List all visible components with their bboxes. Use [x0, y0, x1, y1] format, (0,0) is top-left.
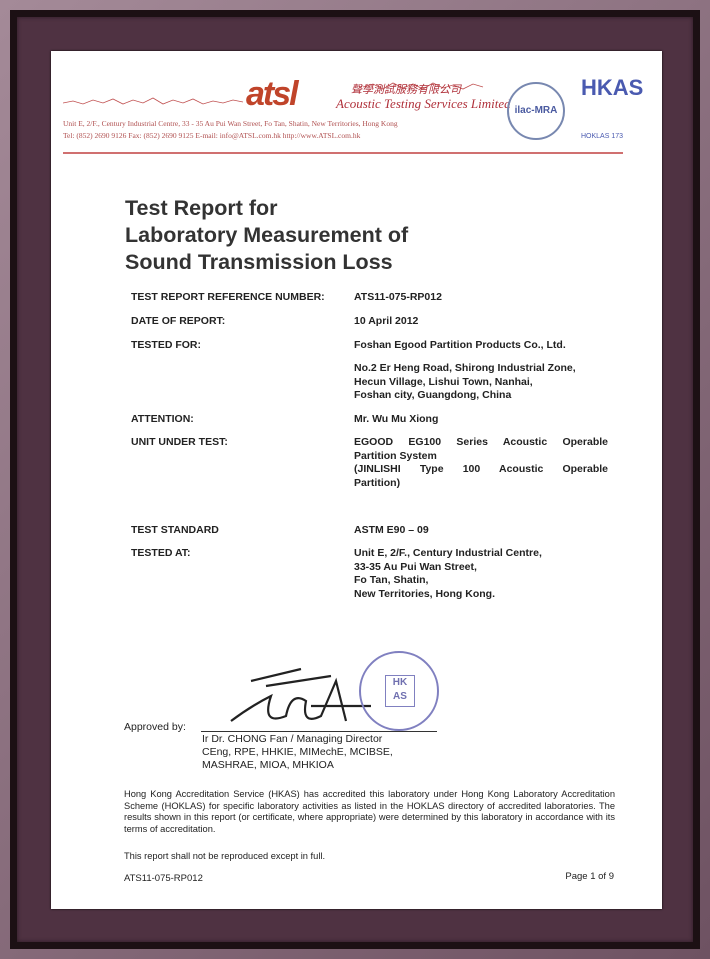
- field-label: TEST REPORT REFERENCE NUMBER:: [131, 291, 325, 303]
- signatory: Ir Dr. CHONG Fan / Managing Director CEn…: [202, 733, 393, 772]
- signature-line: [201, 731, 437, 732]
- field-value-address: No.2 Er Heng Road, Shirong Industrial Zo…: [354, 362, 576, 403]
- approved-by-label: Approved by:: [124, 721, 186, 733]
- company-seal: HK AS: [359, 651, 439, 731]
- reproduction-note: This report shall not be reproduced exce…: [124, 851, 326, 861]
- report-page: atsl 聲學測試服務有限公司 Acoustic Testing Service…: [51, 51, 662, 909]
- unit-line: Partition): [354, 476, 401, 489]
- signatory-line: MASHRAE, MIOA, MHKIOA: [202, 759, 334, 771]
- waveform-decoration: [63, 82, 484, 105]
- field-value: 10 April 2012: [354, 315, 419, 327]
- ilac-mra-logo: ilac-MRA: [507, 82, 565, 140]
- hkas-logo: HKAS: [581, 75, 644, 100]
- address-line: Foshan city, Guangdong, China: [354, 389, 512, 401]
- field-label: TESTED FOR:: [131, 339, 201, 351]
- accreditation-statement: Hong Kong Accreditation Service (HKAS) h…: [124, 789, 615, 834]
- unit-line: (JINLISHI Type 100 Acoustic Operable: [354, 463, 608, 475]
- field-label: ATTENTION:: [131, 413, 194, 425]
- address-line: No.2 Er Heng Road, Shirong Industrial Zo…: [354, 362, 576, 374]
- field-label: TEST STANDARD: [131, 524, 219, 536]
- field-label: TESTED AT:: [131, 547, 191, 559]
- hoklas-number: HOKLAS 173: [581, 133, 624, 140]
- field-value: ASTM E90 – 09: [354, 524, 429, 536]
- page-number: Page 1 of 9: [565, 871, 614, 882]
- location-line: New Territories, Hong Kong.: [354, 587, 495, 600]
- field-value-location: Unit E, 2/F., Century Industrial Centre,…: [354, 547, 542, 601]
- atsl-logo: atsl: [246, 75, 299, 113]
- title-line: Laboratory Measurement of: [125, 223, 409, 247]
- field-value: Foshan Egood Partition Products Co., Ltd…: [354, 339, 566, 351]
- address-line: Hecun Village, Lishui Town, Nanhai,: [354, 375, 533, 388]
- unit-line: Partition System: [354, 449, 437, 462]
- field-value: ATS11-075-RP012: [354, 291, 442, 303]
- company-name-english: Acoustic Testing Services Limited: [336, 96, 511, 111]
- company-contact: Tel: (852) 2690 9126 Fax: (852) 2690 912…: [63, 131, 361, 140]
- report-title: Test Report for Laboratory Measurement o…: [125, 195, 408, 276]
- unit-line: EGOOD EG100 Series Acoustic Operable: [354, 436, 608, 448]
- company-name-chinese: 聲學測試服務有限公司: [351, 84, 461, 96]
- header-divider: [63, 152, 623, 154]
- field-label: DATE OF REPORT:: [131, 315, 226, 327]
- field-label: UNIT UNDER TEST:: [131, 436, 228, 448]
- location-line: Fo Tan, Shatin,: [354, 574, 429, 586]
- footer-reference: ATS11-075-RP012: [124, 873, 203, 884]
- title-line: Test Report for: [125, 196, 278, 220]
- signature: [230, 667, 371, 722]
- location-line: Unit E, 2/F., Century Industrial Centre,: [354, 547, 542, 559]
- field-value: Mr. Wu Mu Xiong: [354, 413, 439, 425]
- location-line: 33-35 Au Pui Wan Street,: [354, 560, 477, 573]
- title-line: Sound Transmission Loss: [125, 250, 393, 274]
- signatory-line: CEng, RPE, HHKIE, MIMechE, MCIBSE,: [202, 746, 393, 758]
- signatory-line: Ir Dr. CHONG Fan / Managing Director: [202, 733, 383, 745]
- company-address: Unit E, 2/F., Century Industrial Centre,…: [63, 119, 398, 128]
- field-value-unit: EGOOD EG100 Series Acoustic Operable Par…: [354, 436, 608, 490]
